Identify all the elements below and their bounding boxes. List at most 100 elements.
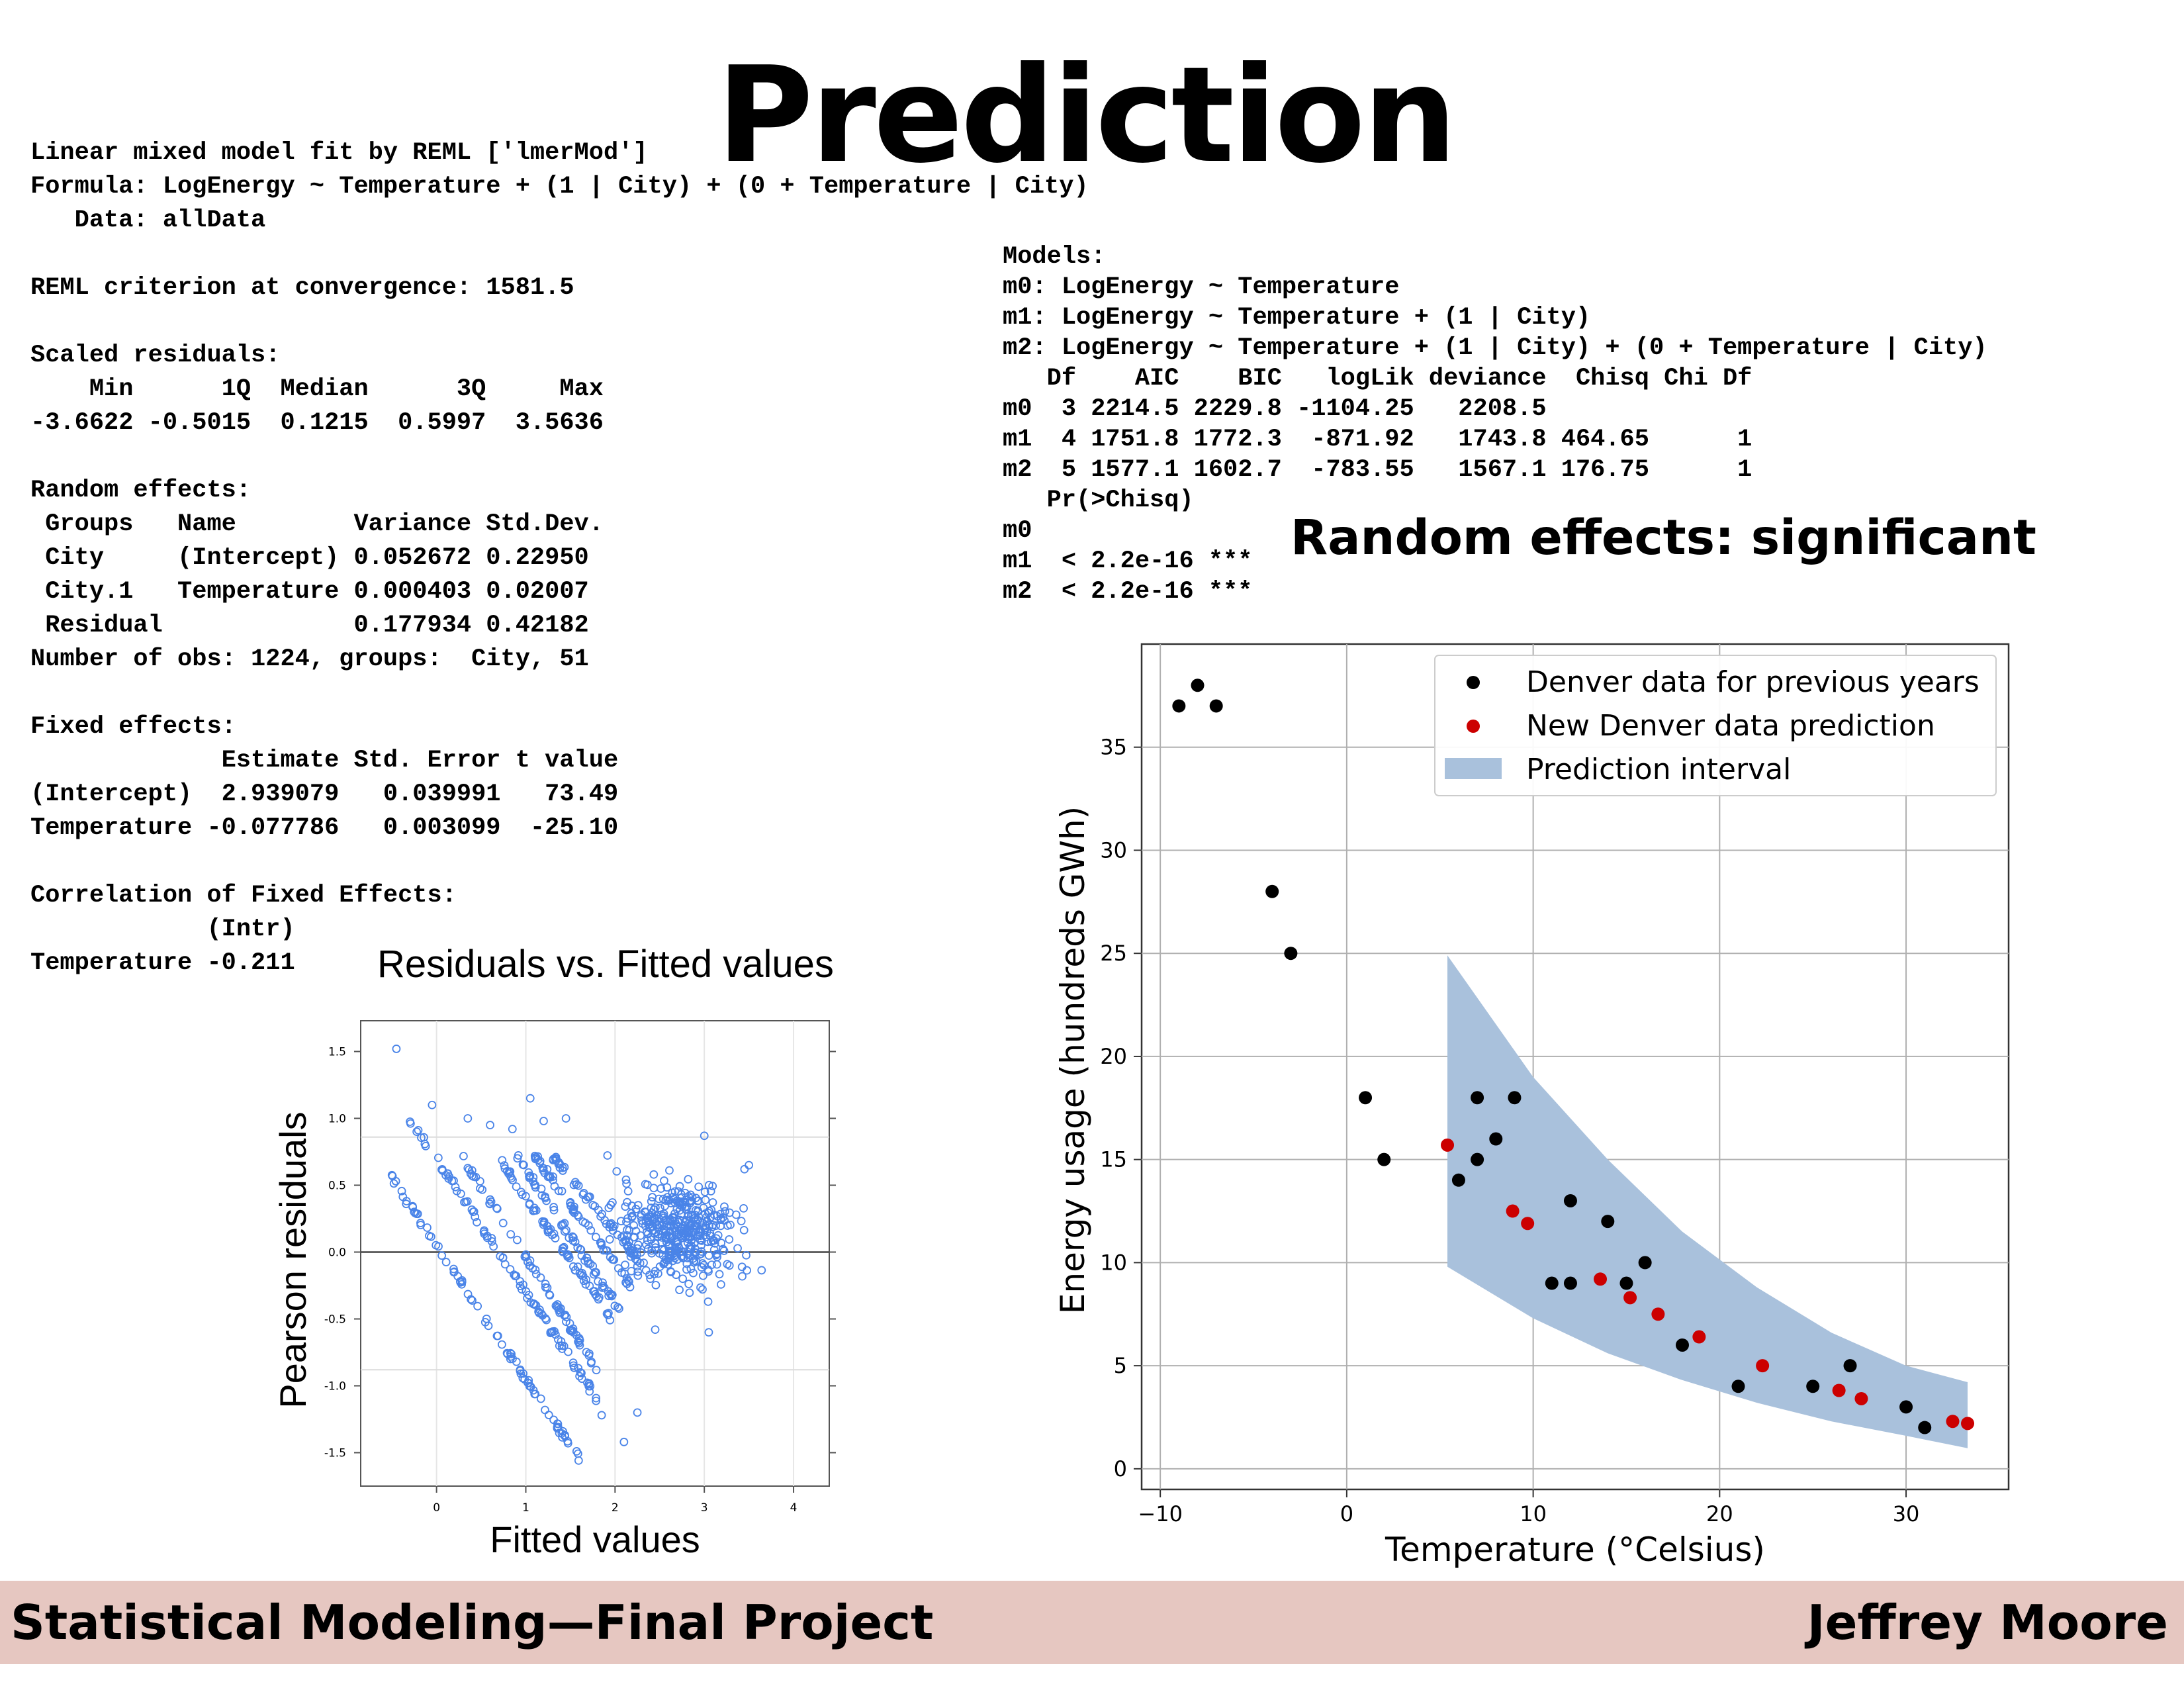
residual-point [577,1374,586,1383]
previous-year-point [1899,1400,1913,1414]
y-tick-label: 35 [1100,735,1127,760]
residual-point [621,1202,630,1211]
residual-point [471,1212,480,1221]
y-tick-label: 5 [1114,1353,1127,1378]
residual-point [623,1187,633,1196]
residual-point [708,1198,717,1207]
residual-point [546,1328,555,1337]
residual-point [649,1170,659,1179]
residual-point [675,1182,684,1191]
y-tick-label: 10 [1100,1250,1127,1275]
residual-point [723,1260,732,1269]
residual-point [516,1369,525,1378]
residual-point [512,1272,521,1280]
residual-point [690,1256,699,1265]
prediction-point [1854,1391,1868,1405]
output-line: Pr(>Chisq) [1003,487,1194,514]
residual-point [530,1206,539,1215]
residual-point [733,1244,742,1253]
residual-point [605,1235,614,1244]
residual-point [544,1411,553,1419]
residual-point [694,1182,704,1192]
residual-point [726,1220,735,1229]
residual-point [590,1268,600,1277]
residual-point [535,1305,544,1314]
residual-point [677,1223,686,1233]
residual-point [537,1191,547,1200]
residual-point [414,1125,423,1135]
residual-point [574,1338,584,1348]
previous-year-point [1377,1152,1391,1166]
slide-title: Prediction [716,38,1457,193]
residual-point [625,1282,635,1291]
residual-point [643,1180,652,1190]
residual-point [655,1220,664,1229]
previous-year-point [1284,947,1298,961]
previous-year-point [1638,1256,1652,1270]
output-line: (Intercept) 2.939079 0.039991 73.49 [30,780,619,808]
residual-point [423,1223,432,1232]
residual-point [553,1419,562,1429]
residual-point [666,1251,675,1260]
previous-year-point [1471,1091,1484,1105]
residual-point [528,1264,537,1273]
residual-point [698,1285,707,1294]
residual-point [525,1261,535,1270]
output-line: Models: [1003,243,1106,271]
legend-interval-swatch [1445,758,1502,779]
residual-point [476,1184,484,1193]
residual-point [670,1217,680,1226]
residual-point [518,1160,527,1169]
residual-point [684,1175,693,1184]
previous-year-point [1209,699,1223,713]
residual-point [694,1196,703,1205]
residual-point [651,1325,660,1335]
residual-point [412,1209,421,1218]
residual-point [507,1350,516,1358]
residual-point [686,1250,694,1260]
residual-point [536,1273,545,1282]
residual-point [565,1319,574,1328]
output-line: m2: LogEnergy ~ Temperature + (1 | City)… [1003,334,1987,362]
output-line: Data: allData [30,207,266,234]
residual-point [739,1203,748,1213]
residual-point [738,1272,747,1281]
previous-year-point [1731,1380,1745,1393]
output-line: Fixed effects: [30,713,236,741]
prediction-x-axis-label: Temperature (°Celsius) [1385,1530,1765,1569]
residual-point [412,1127,422,1136]
y-tick-label: 0.5 [328,1179,346,1192]
residual-point [452,1186,461,1196]
residual-point [568,1326,577,1335]
residual-point [720,1202,729,1211]
residual-point [642,1240,651,1249]
output-line: Temperature -0.077786 0.003099 -25.10 [30,814,619,842]
residual-point [507,1174,516,1183]
residual-point [487,1237,496,1246]
residual-point [625,1225,634,1235]
residual-point [696,1283,705,1292]
residual-point [558,1244,567,1252]
residual-point [486,1121,494,1129]
residual-point [406,1117,414,1126]
residual-point [525,1172,533,1181]
output-line: Linear mixed model fit by REML ['lmerMod… [30,139,648,167]
residual-point [700,1131,709,1141]
residual-point [530,1151,539,1160]
output-line: City (Intercept) 0.052672 0.22950 [30,544,589,572]
output-line: m1 < 2.2e-16 *** [1003,547,1253,575]
y-tick-label: 20 [1100,1044,1127,1069]
residual-point [614,1264,623,1273]
residual-point [633,1267,643,1276]
residual-point [698,1271,707,1280]
residual-point [570,1237,580,1246]
residual-point [622,1179,631,1188]
residual-point [629,1221,639,1230]
residual-point [659,1260,668,1269]
residual-point [697,1263,706,1272]
y-tick-label: 15 [1100,1147,1127,1172]
residual-point [563,1438,572,1448]
residual-point [651,1239,660,1248]
residual-point [619,1231,628,1241]
